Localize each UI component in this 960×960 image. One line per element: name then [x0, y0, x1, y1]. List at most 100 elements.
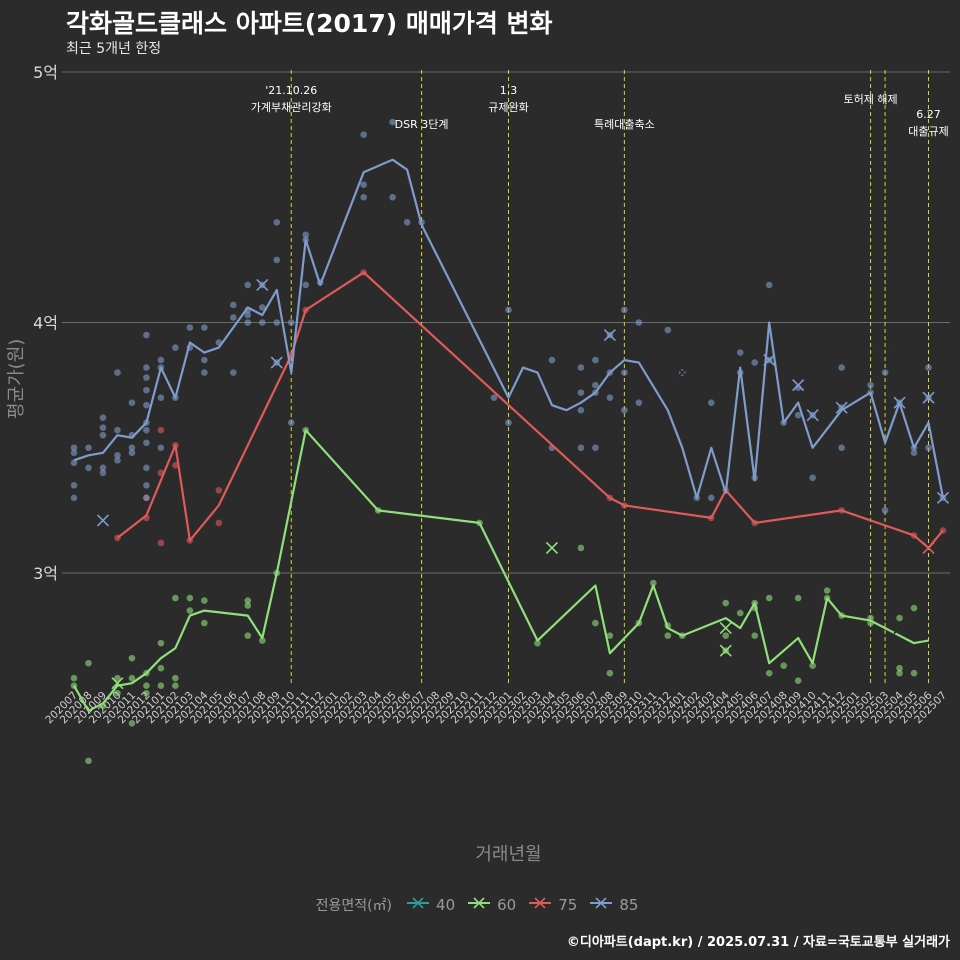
cross-stroke [270, 356, 283, 369]
data-point-85 [838, 364, 845, 371]
data-point-85 [621, 306, 628, 314]
data-point-60 [114, 689, 121, 697]
legend-label-40: 40 [436, 896, 456, 914]
data-point-85 [606, 394, 614, 401]
data-point-85 [143, 482, 150, 489]
data-point-60 [143, 682, 150, 690]
data-point-60 [722, 632, 730, 639]
data-point-60 [172, 594, 179, 602]
data-point-85 [143, 439, 150, 447]
data-point-75 [172, 461, 179, 469]
data-point-85 [505, 419, 512, 427]
data-point-60 [664, 632, 672, 639]
data-point-60 [910, 669, 918, 677]
event-label: 6.27 [916, 108, 941, 121]
data-point-85 [244, 319, 252, 326]
cross-marker-60 [719, 622, 732, 635]
legend-item-75: 75 [528, 895, 577, 915]
legend: 전용면적(㎡) 40 60 75 85 [0, 895, 960, 915]
cross-marker-85 [763, 354, 776, 367]
data-point-85 [736, 349, 744, 356]
data-point-85 [128, 444, 136, 452]
cross-marker-85 [96, 514, 110, 527]
data-point-85 [592, 356, 599, 364]
data-point-60 [201, 619, 208, 627]
data-point-60 [143, 689, 150, 697]
data-point-85 [273, 219, 281, 226]
data-point-85 [881, 507, 889, 514]
data-point-85 [360, 131, 367, 138]
data-point-85 [99, 464, 107, 472]
event-label: DSR 3단계 [395, 118, 449, 131]
data-point-85 [244, 281, 252, 289]
legend-item-60: 60 [467, 895, 516, 915]
data-point-60 [896, 614, 903, 622]
data-point-60 [85, 659, 92, 667]
data-point-60 [244, 602, 252, 609]
event-label: 1.3 [500, 84, 518, 97]
data-point-85 [794, 411, 802, 419]
cross-stroke [676, 366, 689, 379]
data-point-85 [201, 369, 208, 376]
event-label: 가계부채관리강화 [251, 101, 332, 114]
cross-marker-75 [922, 541, 935, 555]
cross-stroke [806, 409, 819, 422]
data-point-60 [114, 674, 121, 682]
data-point-85 [273, 319, 281, 326]
data-point-75 [215, 519, 223, 527]
y-axis-title: 평균가(원) [6, 339, 27, 419]
legend-label-75: 75 [558, 896, 578, 914]
data-point-85 [389, 118, 396, 126]
cross-stroke [835, 401, 848, 414]
data-point-60 [780, 662, 787, 669]
data-point-85 [70, 482, 78, 489]
cross-stroke [893, 396, 906, 409]
legend-item-40: 40 [406, 895, 455, 915]
data-point-85 [360, 181, 367, 189]
cross-marker-85 [893, 396, 906, 409]
data-point-85 [302, 231, 310, 239]
data-point-85 [70, 459, 78, 467]
data-point-60 [577, 544, 585, 552]
data-point-75 [157, 539, 165, 547]
legend-label-85: 85 [619, 896, 639, 914]
data-point-85 [143, 426, 150, 434]
y-tick-label: 4억 [33, 314, 58, 333]
series-line-85 [73, 158, 945, 499]
data-point-85 [114, 456, 121, 464]
data-point-85 [85, 464, 92, 472]
data-point-85 [925, 364, 932, 371]
data-point-85 [114, 451, 121, 459]
source-caption: ©디아파트(dapt.kr) / 2025.07.31 / 자료=국토교통부 실… [566, 935, 950, 950]
data-point-85 [258, 319, 266, 326]
data-point-85 [201, 356, 208, 364]
data-point-85 [707, 494, 715, 502]
cross-stroke [922, 541, 935, 555]
data-point-85 [592, 381, 599, 389]
data-point-85 [592, 444, 599, 452]
event-label: 특례대출축소 [594, 118, 655, 131]
data-point-85 [143, 494, 150, 502]
data-point-85 [838, 444, 845, 452]
data-point-85 [867, 381, 874, 389]
data-point-85 [664, 326, 672, 334]
data-point-60 [794, 677, 802, 685]
data-point-85 [85, 444, 92, 452]
data-point-60 [157, 682, 165, 690]
data-point-85 [70, 449, 78, 457]
event-label: '21.10.26 [265, 84, 317, 97]
data-point-85 [201, 324, 208, 331]
cross-marker-85 [256, 278, 269, 291]
cross-stroke [893, 622, 906, 635]
data-point-85 [143, 364, 150, 371]
data-point-75 [157, 426, 165, 434]
data-point-60 [765, 594, 773, 602]
cross-stroke [545, 541, 559, 555]
data-point-60 [186, 594, 194, 602]
data-point-60 [534, 639, 541, 647]
cross-marker-85 [792, 379, 805, 392]
data-point-60 [244, 632, 252, 639]
data-point-85 [707, 399, 715, 406]
data-point-85 [157, 444, 165, 452]
